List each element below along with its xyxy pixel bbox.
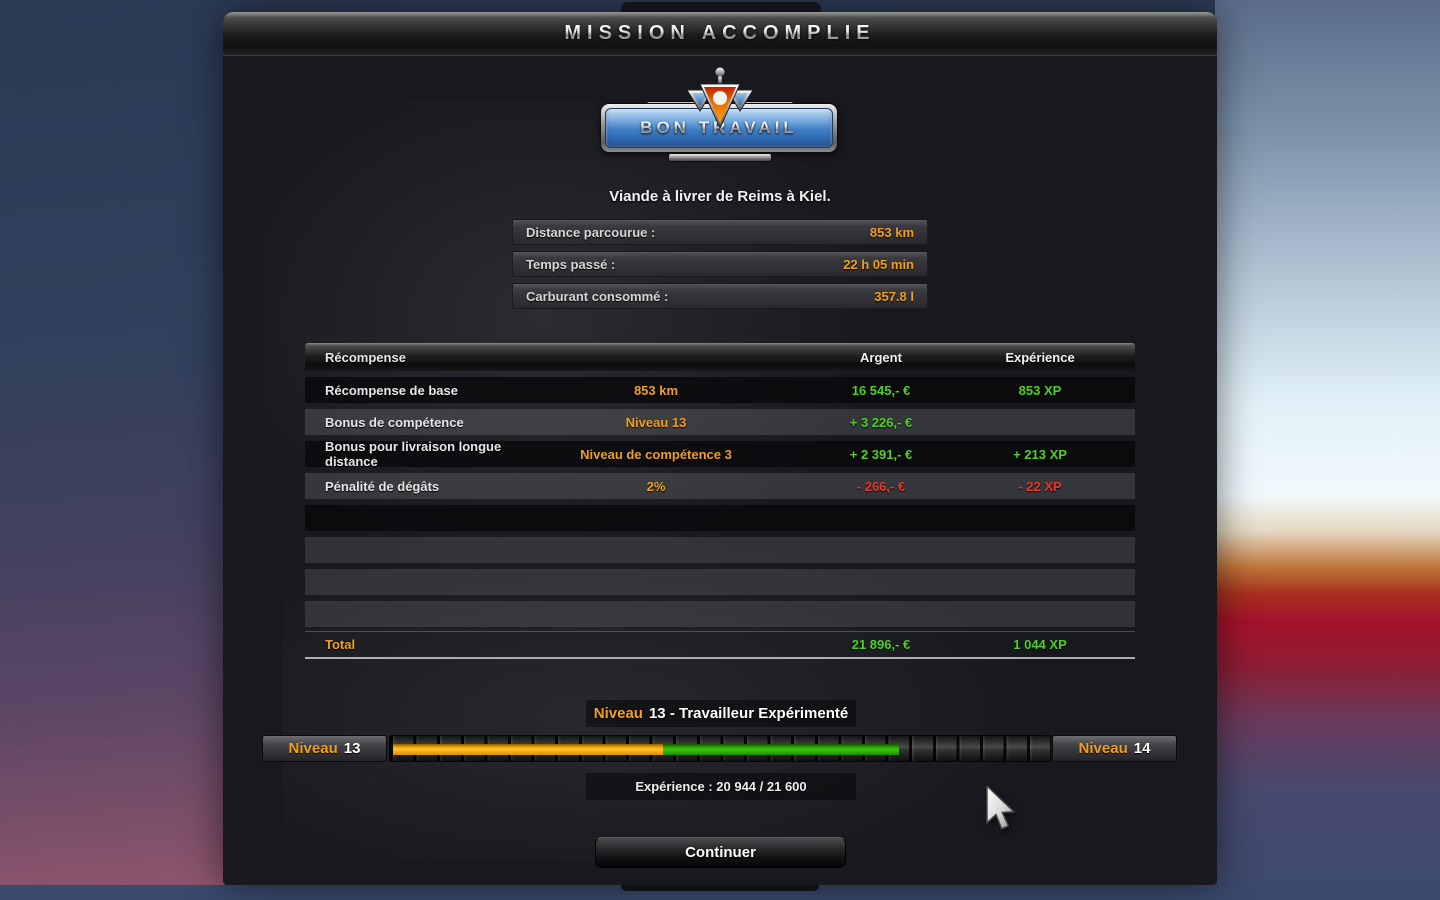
rewards-table: Récompense Argent Expérience Récompense … — [305, 343, 1135, 659]
row-xp: - 22 XP — [1018, 478, 1062, 494]
row-label: Pénalité de dégâts — [325, 478, 440, 494]
row-detail: Niveau de compétence 3 — [580, 446, 732, 462]
table-row: Bonus pour livraison longue distance Niv… — [305, 439, 1135, 469]
level-title-text: 13 - Travailleur Expérimenté — [648, 705, 849, 722]
badge-ornament-bar — [668, 153, 772, 162]
row-xp: 853 XP — [1018, 382, 1062, 398]
xp-progress-existing — [393, 744, 663, 755]
xp-progress-bar — [389, 735, 1051, 762]
rewards-table-header: Récompense Argent Expérience — [305, 343, 1135, 371]
stat-label: Carburant consommé : — [526, 288, 669, 304]
table-row-empty — [305, 505, 1135, 531]
mouse-cursor-icon — [986, 786, 1016, 830]
table-row-empty — [305, 569, 1135, 595]
table-row-empty — [305, 601, 1135, 627]
level-title-prefix: Niveau — [593, 705, 643, 722]
table-row: Pénalité de dégâts 2% - 266,- € - 22 XP — [305, 473, 1135, 499]
row-money: 16 545,- € — [851, 382, 911, 398]
good-job-label: BON TRAVAIL — [640, 118, 798, 137]
next-level-label: Niveau — [1078, 740, 1128, 757]
row-money: - 266,- € — [856, 478, 906, 494]
stat-time: Temps passé : 22 h 05 min — [512, 251, 928, 277]
table-row-empty — [305, 537, 1135, 563]
stat-label: Distance parcourue : — [526, 224, 656, 240]
xp-counter: Expérience : 20 944 / 21 600 — [586, 773, 856, 800]
total-xp: 1 044 XP — [1013, 637, 1067, 652]
row-money: + 2 391,- € — [849, 446, 913, 462]
job-description: Viande à livrer de Reims à Kiel. — [609, 188, 831, 205]
table-row: Récompense de base 853 km 16 545,- € 853… — [305, 377, 1135, 403]
stat-value: 357.8 l — [874, 288, 914, 304]
level-title: Niveau 13 - Travailleur Expérimenté — [586, 700, 856, 727]
next-level-box: Niveau 14 — [1052, 735, 1177, 762]
row-xp: + 213 XP — [1013, 446, 1067, 462]
stat-value: 22 h 05 min — [843, 256, 914, 272]
company-triangles-icon — [686, 66, 754, 130]
trip-stats: Distance parcourue : 853 km Temps passé … — [512, 219, 928, 315]
current-level-box: Niveau 13 — [262, 735, 387, 762]
row-label: Bonus de compétence — [325, 414, 464, 430]
current-level-label: Niveau — [288, 740, 338, 757]
table-row: Bonus de compétence Niveau 13 + 3 226,- … — [305, 409, 1135, 435]
row-detail: 2% — [646, 478, 666, 494]
truck-background-silhouette — [263, 102, 883, 582]
row-money: + 3 226,- € — [849, 414, 913, 430]
continue-button[interactable]: Continuer — [595, 837, 846, 868]
stat-distance: Distance parcourue : 853 km — [512, 219, 928, 245]
table-total-row: Total 21 896,- € 1 044 XP — [305, 631, 1135, 659]
xp-progress-gained — [662, 744, 900, 755]
total-label: Total — [325, 637, 356, 652]
background-sky-right — [1215, 0, 1440, 900]
current-level-number: 13 — [343, 740, 361, 757]
dialog-header: MISSION ACCOMPLIE — [223, 12, 1217, 56]
dialog-title: MISSION ACCOMPLIE — [564, 22, 876, 44]
background-strip-bottom — [0, 885, 1440, 900]
mission-complete-dialog: MISSION ACCOMPLIE BON TRAVAIL — [223, 12, 1217, 885]
row-detail: 853 km — [633, 382, 679, 398]
total-money: 21 896,- € — [851, 637, 911, 652]
row-label: Récompense de base — [325, 382, 458, 398]
stat-label: Temps passé : — [526, 256, 616, 272]
column-header-money: Argent — [860, 349, 902, 365]
row-detail: Niveau 13 — [625, 414, 687, 430]
row-label: Bonus pour livraison longue distance — [325, 439, 502, 469]
next-level-number: 14 — [1133, 740, 1151, 757]
column-header-reward: Récompense — [325, 349, 406, 365]
truck-background-silhouette — [283, 532, 1043, 862]
column-header-xp: Expérience — [1005, 349, 1075, 365]
stat-value: 853 km — [869, 224, 914, 240]
stat-fuel: Carburant consommé : 357.8 l — [512, 283, 928, 309]
